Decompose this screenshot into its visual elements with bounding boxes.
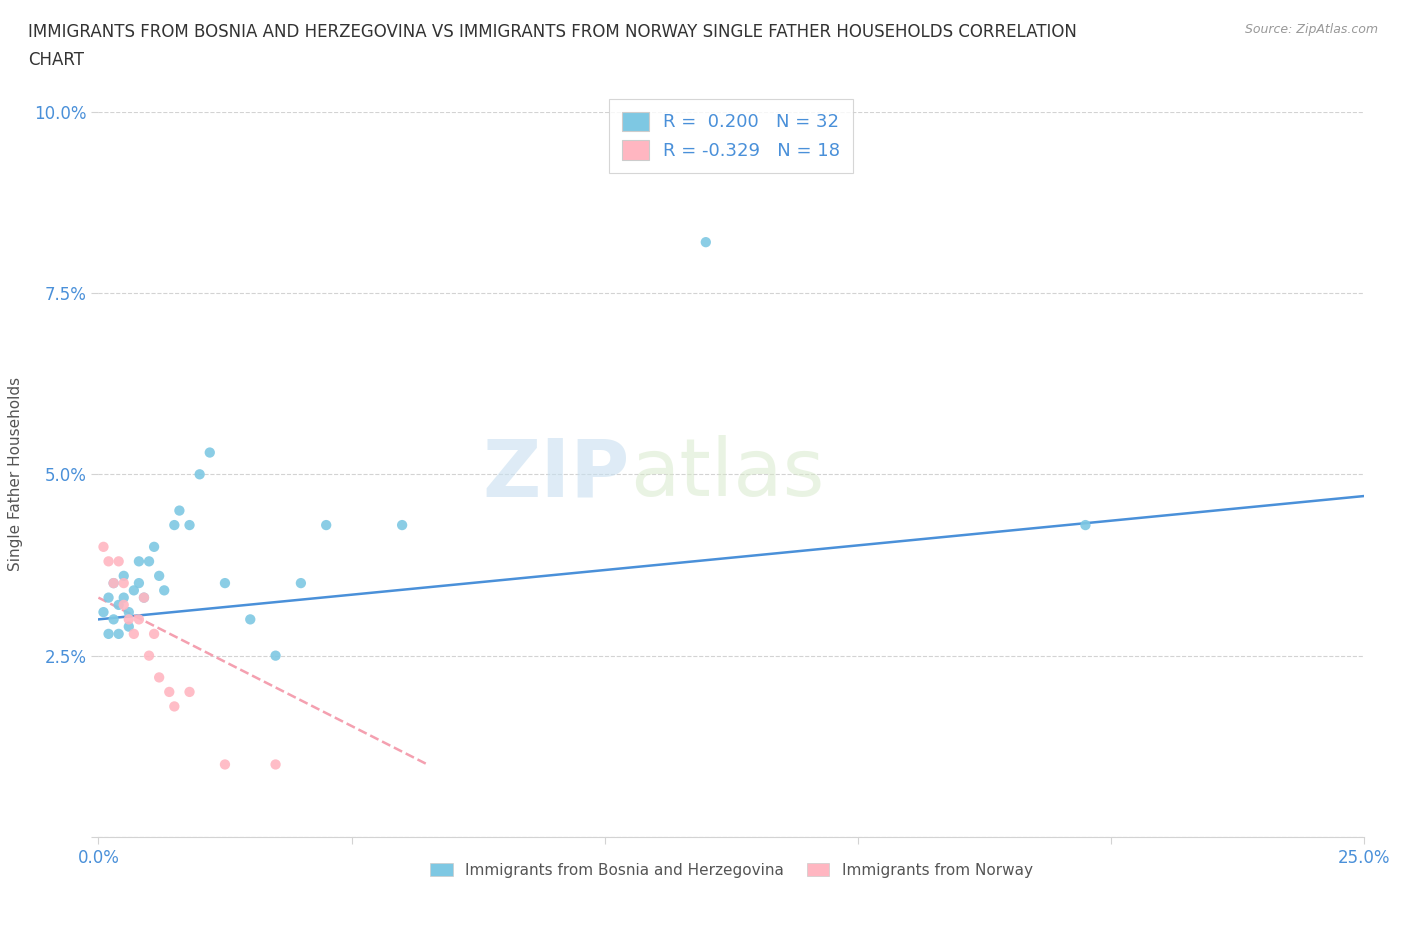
Point: [188, 467, 211, 482]
Point: [198, 445, 221, 460]
Text: IMMIGRANTS FROM BOSNIA AND HERZEGOVINA VS IMMIGRANTS FROM NORWAY SINGLE FATHER H: IMMIGRANTS FROM BOSNIA AND HERZEGOVINA V…: [28, 23, 1077, 41]
Point: [148, 568, 170, 583]
Point: [214, 576, 236, 591]
Point: [107, 554, 129, 569]
Point: [103, 576, 125, 591]
Point: [391, 518, 413, 533]
Point: [128, 554, 150, 569]
Point: [97, 627, 120, 642]
Point: [138, 648, 160, 663]
Text: ZIP: ZIP: [482, 435, 630, 513]
Point: [163, 518, 186, 533]
Point: [695, 234, 717, 249]
Point: [128, 576, 150, 591]
Point: [169, 503, 191, 518]
Point: [315, 518, 337, 533]
Point: [103, 576, 125, 591]
Point: [93, 539, 115, 554]
Point: [264, 648, 287, 663]
Legend: Immigrants from Bosnia and Herzegovina, Immigrants from Norway: Immigrants from Bosnia and Herzegovina, …: [423, 857, 1039, 884]
Text: CHART: CHART: [28, 51, 84, 69]
Text: atlas: atlas: [630, 435, 824, 513]
Point: [107, 627, 129, 642]
Point: [112, 568, 135, 583]
Point: [143, 627, 166, 642]
Point: [148, 670, 170, 684]
Point: [112, 597, 135, 612]
Point: [118, 612, 141, 627]
Point: [128, 612, 150, 627]
Point: [163, 699, 186, 714]
Point: [1074, 518, 1097, 533]
Point: [93, 604, 115, 619]
Point: [264, 757, 287, 772]
Point: [112, 591, 135, 605]
Point: [103, 612, 125, 627]
Point: [122, 627, 145, 642]
Point: [153, 583, 176, 598]
Point: [107, 597, 129, 612]
Point: [122, 583, 145, 598]
Point: [290, 576, 312, 591]
Point: [132, 591, 155, 605]
Point: [118, 604, 141, 619]
Point: [97, 554, 120, 569]
Point: [138, 554, 160, 569]
Point: [157, 684, 180, 699]
Point: [118, 619, 141, 634]
Point: [97, 591, 120, 605]
Point: [239, 612, 262, 627]
Y-axis label: Single Father Households: Single Father Households: [8, 378, 22, 571]
Point: [112, 576, 135, 591]
Point: [179, 684, 201, 699]
Point: [179, 518, 201, 533]
Point: [143, 539, 166, 554]
Point: [132, 591, 155, 605]
Point: [214, 757, 236, 772]
Text: Source: ZipAtlas.com: Source: ZipAtlas.com: [1244, 23, 1378, 36]
